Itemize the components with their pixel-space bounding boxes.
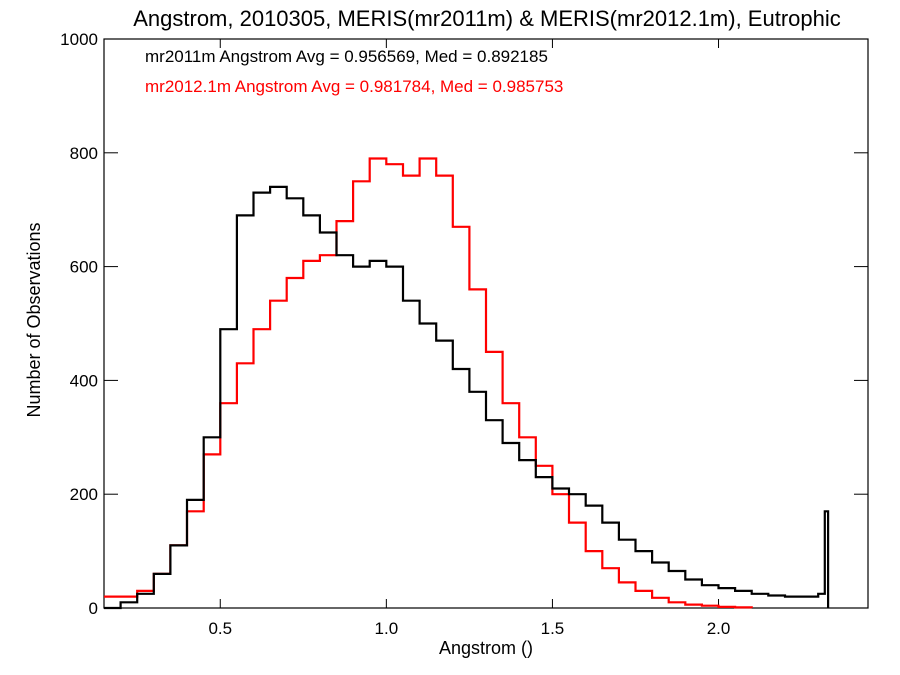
- y-tick-label: 400: [70, 371, 98, 390]
- x-tick-label: 1.5: [541, 619, 565, 638]
- y-tick-label: 0: [89, 599, 98, 618]
- y-axis-label: Number of Observations: [24, 222, 44, 417]
- y-tick-label: 600: [70, 258, 98, 277]
- plot-frame: [103, 38, 869, 609]
- x-axis-label: Angstrom (): [439, 638, 533, 658]
- stats-annotation-mr2011m: mr2011m Angstrom Avg = 0.956569, Med = 0…: [145, 47, 548, 66]
- chart-title: Angstrom, 2010305, MERIS(mr2011m) & MERI…: [133, 6, 841, 31]
- x-tick-label: 0.5: [208, 619, 232, 638]
- y-tick-label: 1000: [60, 30, 98, 49]
- stats-annotation-mr2012-1m: mr2012.1m Angstrom Avg = 0.981784, Med =…: [145, 77, 563, 96]
- plot-area: 0.5 1.0 1.5 2.0 0 200 400 600 800 1000: [60, 30, 869, 638]
- x-tick-label: 1.0: [375, 619, 399, 638]
- x-tick-label: 2.0: [707, 619, 731, 638]
- series-line-mr2011m: [104, 185, 830, 610]
- series-line-mr2012-1m: [104, 157, 753, 609]
- y-tick-label: 200: [70, 485, 98, 504]
- y-tick-label: 800: [70, 144, 98, 163]
